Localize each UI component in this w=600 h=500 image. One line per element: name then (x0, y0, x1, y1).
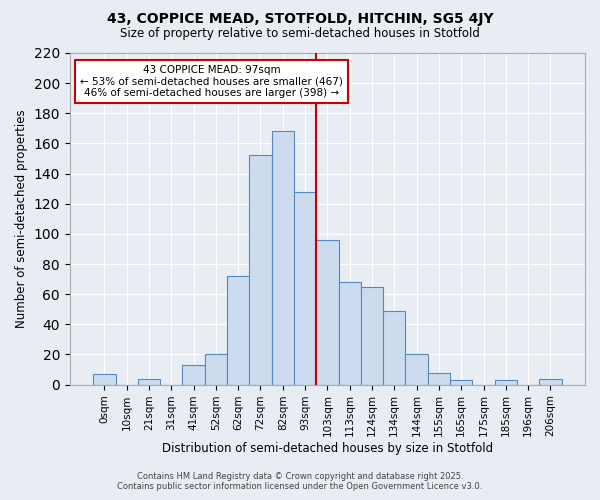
Bar (494, 380, 517, 384)
Bar (272, 132, 294, 384)
Text: Contains HM Land Registry data © Crown copyright and database right 2025.
Contai: Contains HM Land Registry data © Crown c… (118, 472, 482, 491)
X-axis label: Distribution of semi-detached houses by size in Stotfold: Distribution of semi-detached houses by … (162, 442, 493, 455)
Bar (361, 286, 383, 384)
Bar (383, 310, 406, 384)
Bar (338, 282, 361, 384)
Bar (406, 354, 428, 384)
Y-axis label: Number of semi-detached properties: Number of semi-detached properties (15, 110, 28, 328)
Text: 43, COPPICE MEAD, STOTFOLD, HITCHIN, SG5 4JY: 43, COPPICE MEAD, STOTFOLD, HITCHIN, SG5… (107, 12, 493, 26)
Bar (93, 374, 116, 384)
Bar (428, 372, 450, 384)
Bar (294, 192, 316, 384)
Bar (450, 380, 472, 384)
Bar (539, 378, 562, 384)
Text: 43 COPPICE MEAD: 97sqm
← 53% of semi-detached houses are smaller (467)
46% of se: 43 COPPICE MEAD: 97sqm ← 53% of semi-det… (80, 65, 343, 98)
Bar (316, 240, 338, 384)
Bar (138, 378, 160, 384)
Text: Size of property relative to semi-detached houses in Stotfold: Size of property relative to semi-detach… (120, 28, 480, 40)
Bar (205, 354, 227, 384)
Bar (182, 365, 205, 384)
Bar (227, 276, 250, 384)
Bar (250, 156, 272, 384)
